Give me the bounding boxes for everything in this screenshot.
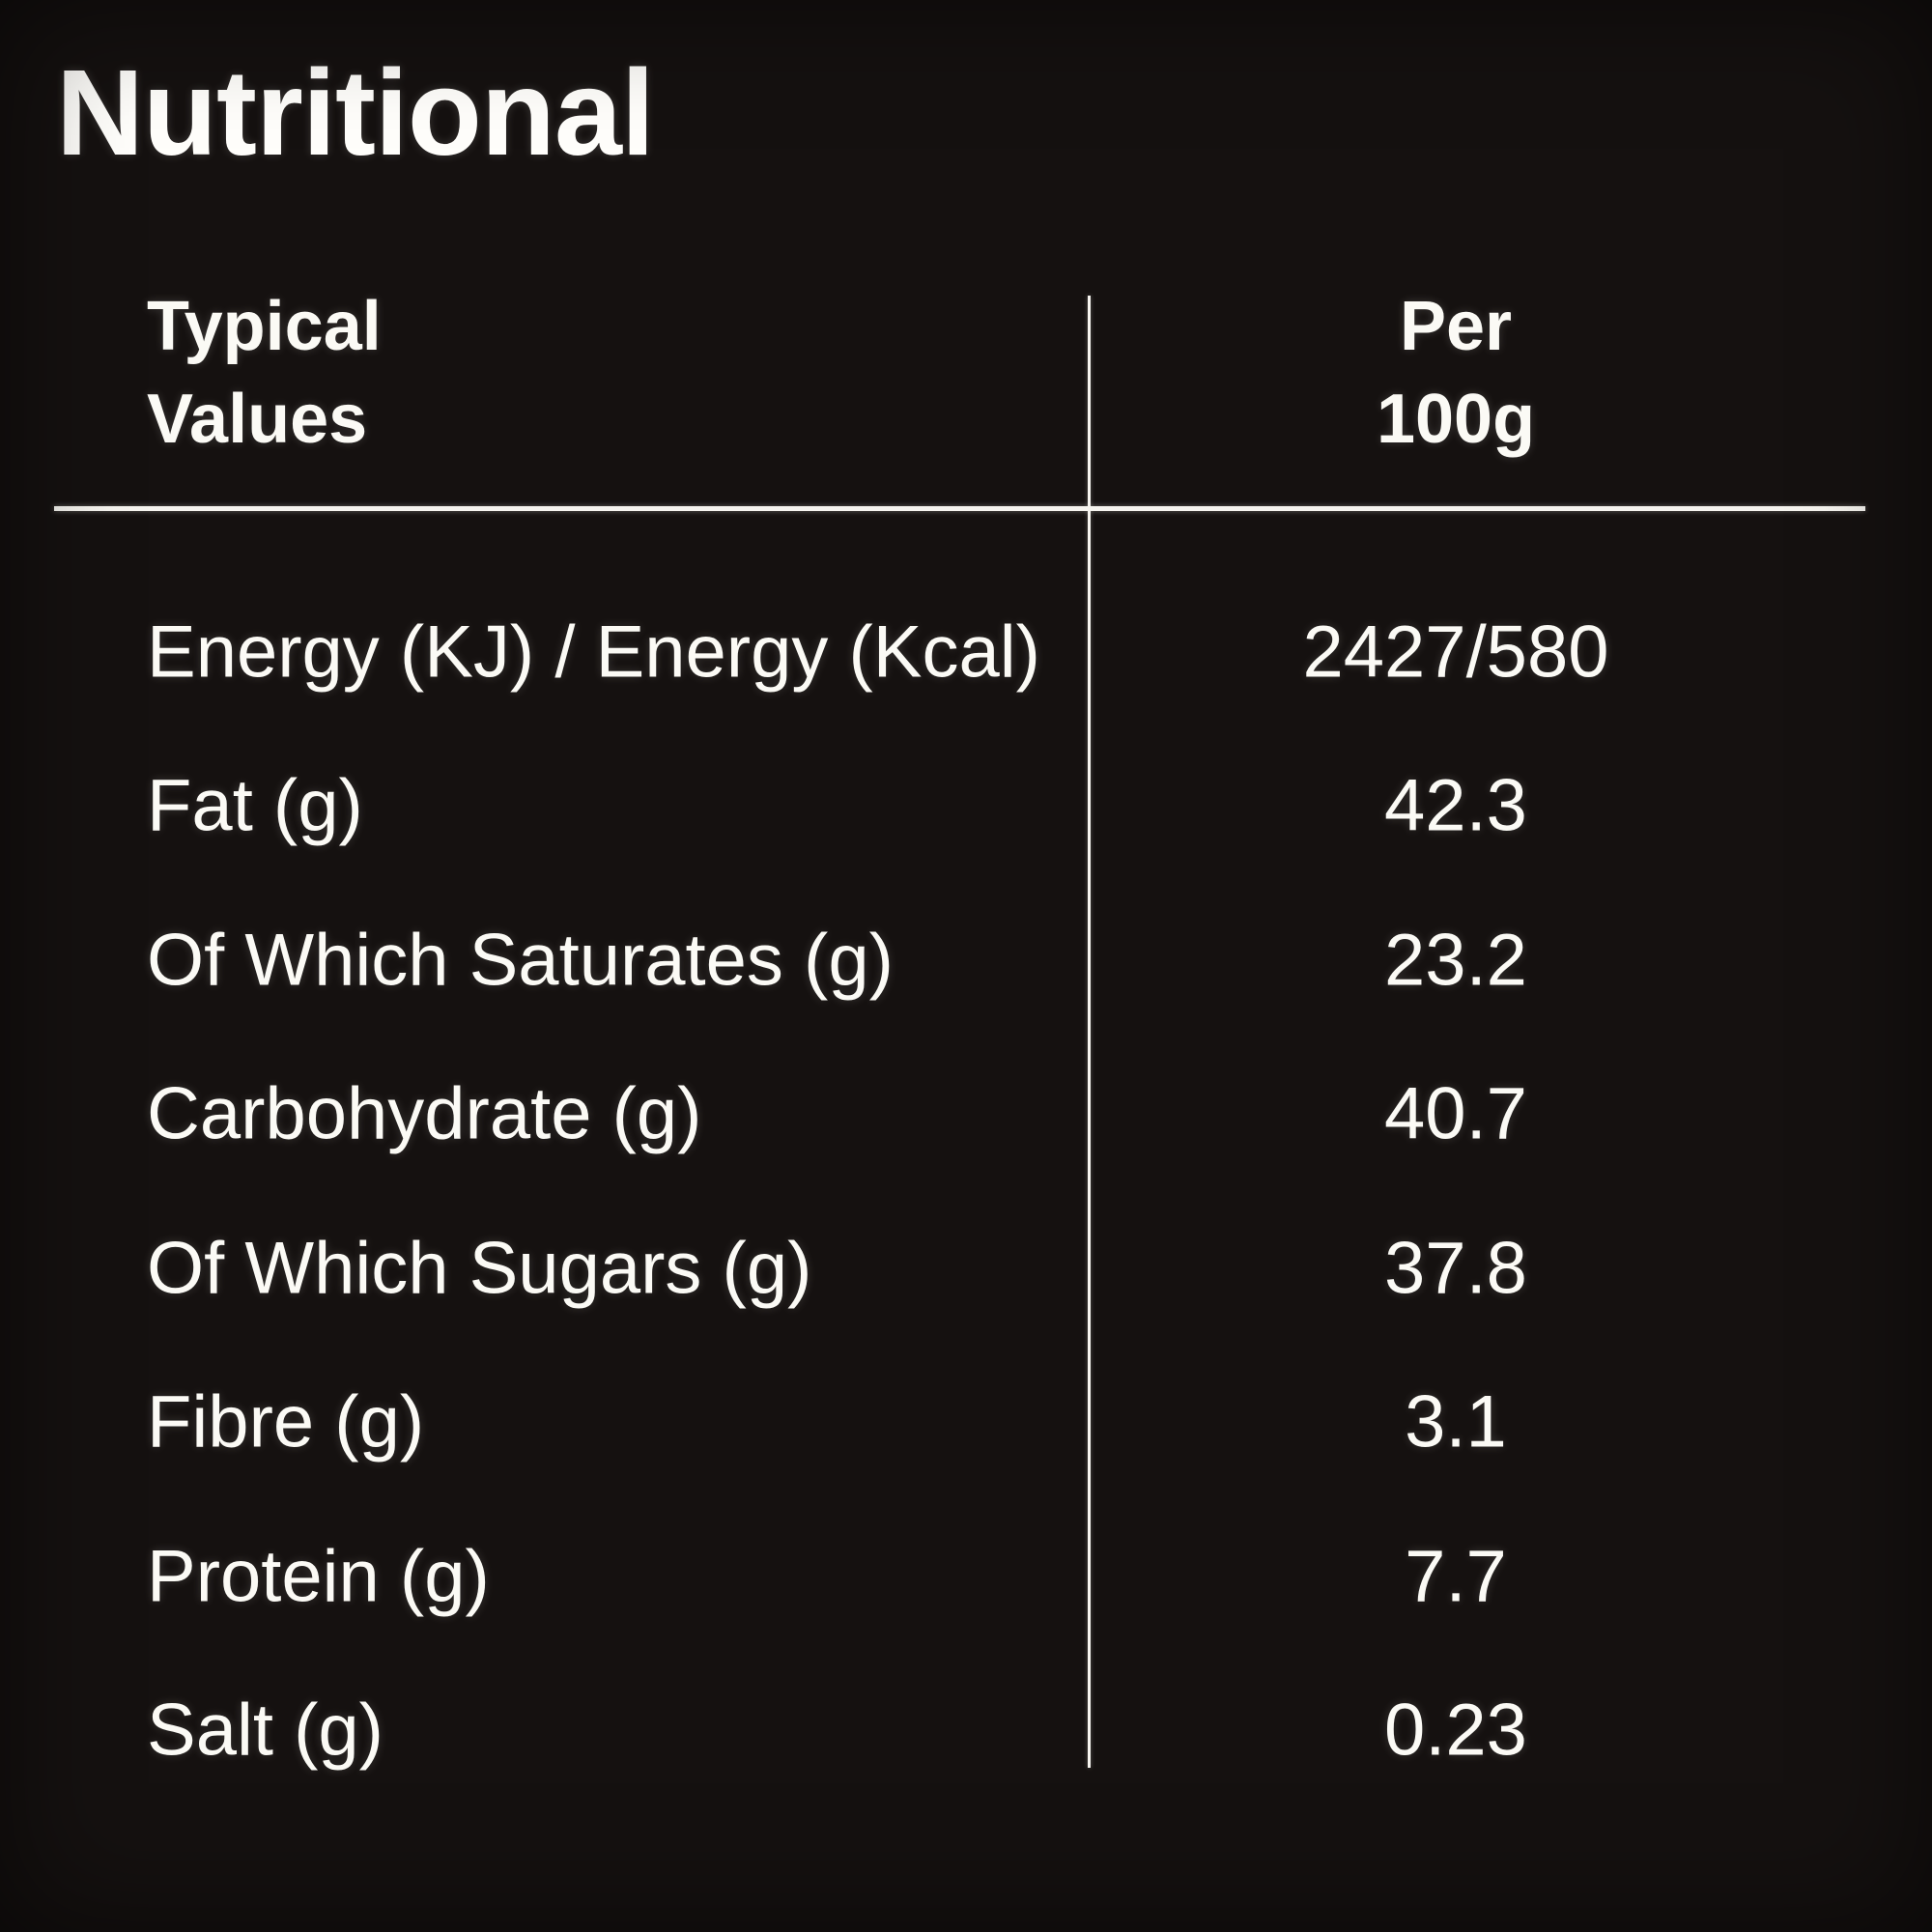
table-row: Salt (g) 0.23 bbox=[0, 1654, 1932, 1808]
page-title: Nutritional bbox=[56, 44, 655, 181]
nutrient-label: Protein (g) bbox=[147, 1535, 490, 1618]
table-row: Of Which Saturates (g) 23.2 bbox=[0, 883, 1932, 1037]
nutrient-value: 7.7 bbox=[1405, 1535, 1507, 1618]
nutrient-value: 23.2 bbox=[1384, 919, 1527, 1002]
table-row: Of Which Sugars (g) 37.8 bbox=[0, 1191, 1932, 1346]
nutrient-value: 37.8 bbox=[1384, 1227, 1527, 1310]
column-header-per-100g: Per 100g bbox=[1376, 288, 1536, 458]
nutrient-value: 0.23 bbox=[1384, 1689, 1527, 1772]
nutrient-label: Salt (g) bbox=[147, 1689, 384, 1772]
table-row: Fibre (g) 3.1 bbox=[0, 1346, 1932, 1500]
column-header-typical-values: Typical Values bbox=[147, 288, 382, 458]
table-row: Protein (g) 7.7 bbox=[0, 1499, 1932, 1654]
column-divider-line bbox=[1088, 296, 1091, 1768]
table-row: Fat (g) 42.3 bbox=[0, 729, 1932, 884]
nutrition-table-body: Energy (KJ) / Energy (Kcal) 2427/580 Fat… bbox=[0, 575, 1932, 1807]
nutrient-value: 3.1 bbox=[1405, 1380, 1507, 1463]
nutrient-value: 40.7 bbox=[1384, 1072, 1527, 1155]
table-row: Energy (KJ) / Energy (Kcal) 2427/580 bbox=[0, 575, 1932, 729]
nutrient-label: Of Which Saturates (g) bbox=[147, 919, 894, 1002]
nutrient-label: Energy (KJ) / Energy (Kcal) bbox=[147, 611, 1040, 694]
nutrient-label: Fibre (g) bbox=[147, 1380, 425, 1463]
header-divider-line bbox=[54, 506, 1865, 511]
nutrient-label: Fat (g) bbox=[147, 764, 363, 847]
nutrient-label: Of Which Sugars (g) bbox=[147, 1227, 812, 1310]
nutrient-value: 42.3 bbox=[1384, 764, 1527, 847]
nutrient-label: Carbohydrate (g) bbox=[147, 1072, 702, 1155]
table-row: Carbohydrate (g) 40.7 bbox=[0, 1037, 1932, 1192]
nutrient-value: 2427/580 bbox=[1302, 611, 1609, 694]
